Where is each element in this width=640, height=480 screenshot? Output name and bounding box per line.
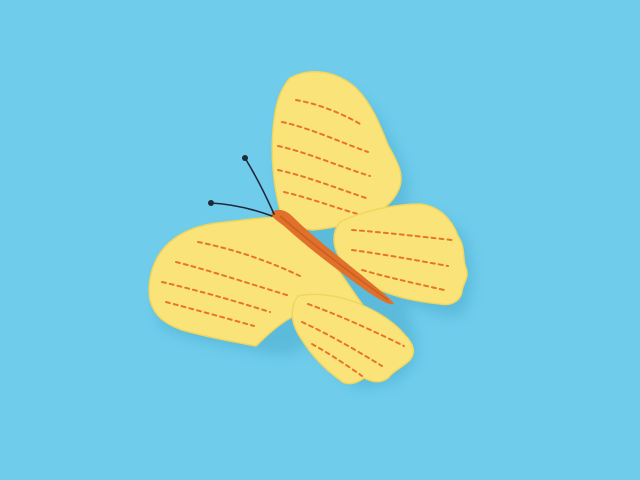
antennae: [208, 155, 275, 217]
butterfly-body: [271, 209, 394, 305]
lower-left-wing: [291, 293, 415, 385]
lower-right-wing: [333, 203, 468, 306]
